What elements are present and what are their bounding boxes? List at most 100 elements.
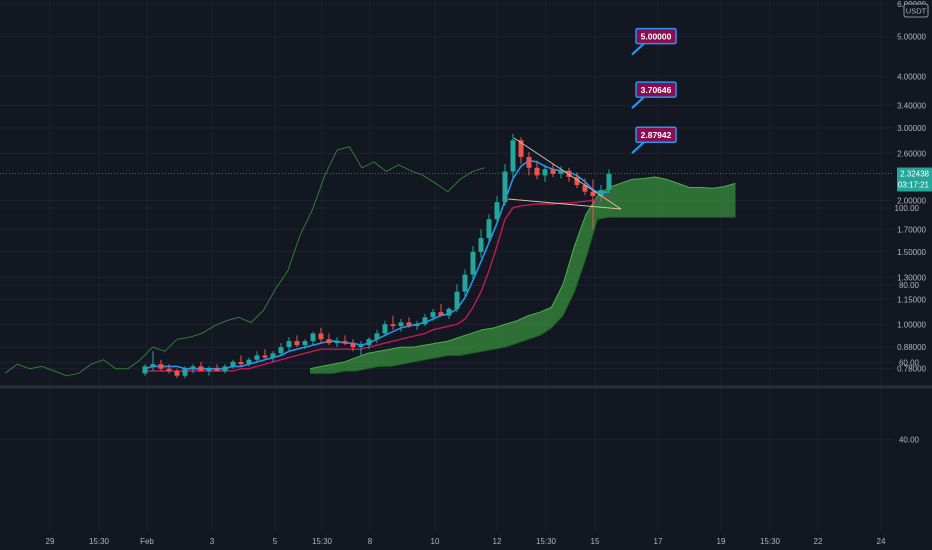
candle[interactable] <box>598 184 604 203</box>
candle[interactable] <box>326 333 332 346</box>
time-tick-label: 17 <box>654 537 663 546</box>
candle[interactable] <box>238 355 244 367</box>
candle[interactable] <box>366 337 372 350</box>
candle-body <box>358 345 364 348</box>
candle-body <box>334 341 340 344</box>
candle[interactable] <box>278 343 284 356</box>
candle-body <box>550 169 556 174</box>
kumo-fill <box>310 176 736 374</box>
candle[interactable] <box>414 320 420 330</box>
candle-body <box>430 312 436 318</box>
candle[interactable] <box>246 357 252 367</box>
candle[interactable] <box>590 179 596 230</box>
candle-body <box>582 184 588 192</box>
candle[interactable] <box>518 137 524 165</box>
candle-body <box>446 308 452 316</box>
candle[interactable] <box>318 327 324 344</box>
candle[interactable] <box>406 317 412 328</box>
candle[interactable] <box>166 364 172 374</box>
candles <box>142 133 612 379</box>
candle[interactable] <box>198 361 204 371</box>
candle[interactable] <box>422 313 428 327</box>
candle[interactable] <box>342 335 348 346</box>
senkou-span-b-line <box>310 216 736 374</box>
target-label-2[interactable]: 3.70646 <box>631 81 677 109</box>
price-tick-label: 1.50000 <box>897 248 926 257</box>
candle[interactable] <box>358 341 364 356</box>
candle[interactable] <box>222 364 228 374</box>
candle[interactable] <box>286 337 292 352</box>
candle-body <box>462 274 468 292</box>
candle[interactable] <box>534 160 540 180</box>
candle[interactable] <box>310 331 316 346</box>
candle-body <box>590 191 596 196</box>
candle[interactable] <box>142 364 148 376</box>
candle[interactable] <box>182 366 188 379</box>
candle[interactable] <box>478 229 484 258</box>
time-tick-label: 8 <box>368 537 373 546</box>
candle[interactable] <box>470 245 476 281</box>
candle[interactable] <box>302 339 308 350</box>
candle[interactable] <box>334 337 340 348</box>
candle[interactable] <box>606 169 612 194</box>
candle[interactable] <box>390 315 396 330</box>
candle[interactable] <box>174 368 180 379</box>
candle[interactable] <box>454 284 460 313</box>
candle-body <box>606 173 612 190</box>
candle-body <box>398 322 404 327</box>
bar-countdown: 03:17:21 <box>898 181 930 190</box>
candle[interactable] <box>158 359 164 371</box>
candle[interactable] <box>254 351 260 362</box>
candle[interactable] <box>558 166 564 179</box>
candle[interactable] <box>462 269 468 297</box>
candle[interactable] <box>294 335 300 348</box>
candle[interactable] <box>206 366 212 376</box>
candle[interactable] <box>262 349 268 360</box>
candle[interactable] <box>398 318 404 332</box>
time-tick-label: 15 <box>591 537 600 546</box>
candle-body <box>206 368 212 371</box>
candle[interactable] <box>510 133 516 180</box>
candle[interactable] <box>270 351 276 362</box>
candle-body <box>502 171 508 203</box>
candle-body <box>526 156 532 168</box>
candle-body <box>406 322 412 327</box>
candle-body <box>254 355 260 360</box>
candle[interactable] <box>502 164 508 206</box>
time-tick-label: 15:30 <box>312 537 333 546</box>
target-label-3[interactable]: 2.87942 <box>631 126 677 155</box>
candle[interactable] <box>494 195 500 225</box>
candle-body <box>414 324 420 327</box>
target-pointer-line <box>631 41 646 56</box>
candle-body <box>174 370 180 376</box>
target-label-1[interactable]: 5.00000 <box>631 27 677 56</box>
candle[interactable] <box>190 364 196 374</box>
target-pointer-line <box>631 140 646 155</box>
candle[interactable] <box>486 214 492 243</box>
candle-body <box>494 202 500 220</box>
oscillator-tick-label: 80.00 <box>899 281 920 290</box>
time-tick-label: Feb <box>140 537 154 546</box>
candle-body <box>374 333 380 340</box>
candle[interactable] <box>350 339 356 352</box>
kijun-sen-line <box>145 197 610 372</box>
candle[interactable] <box>438 304 444 316</box>
candle[interactable] <box>526 152 532 176</box>
candle[interactable] <box>374 329 380 344</box>
oscillator-tick-label: 40.00 <box>899 436 920 445</box>
candle-body <box>454 291 460 309</box>
candle[interactable] <box>582 178 588 196</box>
candle[interactable] <box>430 308 436 321</box>
candle[interactable] <box>446 307 452 319</box>
candle[interactable] <box>382 320 388 336</box>
currency-badge[interactable]: USDT <box>903 3 929 18</box>
candle-body <box>142 366 148 374</box>
candle[interactable] <box>550 163 556 177</box>
candle[interactable] <box>214 364 220 371</box>
candle[interactable] <box>150 351 156 371</box>
candle-body <box>350 343 356 348</box>
candle[interactable] <box>230 359 236 369</box>
candle[interactable] <box>542 164 548 182</box>
time-tick-label: 5 <box>273 537 278 546</box>
